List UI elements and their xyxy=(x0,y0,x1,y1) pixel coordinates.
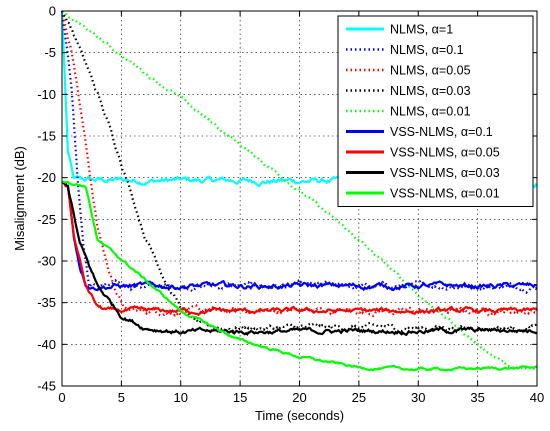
y-tick-label: -40 xyxy=(37,337,56,352)
y-tick-label: -35 xyxy=(37,295,56,310)
axis-ticks: 0 5 10 15 20 25 30 35 40 0 -5 -10 -15 -20 -25 -30 -35 -40… xyxy=(37,4,544,406)
x-tick-label: 20 xyxy=(292,390,306,405)
y-tick-label: -20 xyxy=(37,170,56,185)
x-tick-label: 15 xyxy=(233,390,247,405)
legend-entry: NLMS, α=0.05 xyxy=(390,64,471,78)
legend-box xyxy=(337,15,534,207)
x-axis-label: Time (seconds) xyxy=(255,408,344,423)
x-tick-label: 35 xyxy=(470,390,484,405)
y-tick-label: -10 xyxy=(37,87,56,102)
y-tick-label: -30 xyxy=(37,254,56,269)
y-tick-label: -15 xyxy=(37,129,56,144)
x-tick-label: 40 xyxy=(530,390,544,405)
y-tick-label: -45 xyxy=(37,379,56,394)
series-line-4 xyxy=(61,10,538,371)
legend-entry: VSS-NLMS, α=0.03 xyxy=(390,166,500,180)
y-tick-label: -5 xyxy=(44,45,56,60)
legend-entry: NLMS, α=0.03 xyxy=(390,84,471,98)
y-tick-label: -25 xyxy=(37,212,56,227)
legend-entry: VSS-NLMS, α=0.1 xyxy=(390,125,493,139)
x-tick-label: 5 xyxy=(118,390,125,405)
legend: NLMS, α=1 NLMS, α=0.1 NLMS, α=0.05 NLMS, α=… xyxy=(337,15,534,207)
legend-entry: VSS-NLMS, α=0.01 xyxy=(390,187,500,201)
x-tick-label: 10 xyxy=(174,390,188,405)
legend-entry: NLMS, α=1 xyxy=(390,23,453,37)
legend-entry: NLMS, α=0.1 xyxy=(390,43,464,57)
legend-entry: VSS-NLMS, α=0.05 xyxy=(390,146,500,160)
series-layer xyxy=(60,10,538,372)
x-tick-label: 30 xyxy=(411,390,425,405)
x-tick-label: 25 xyxy=(352,390,366,405)
legend-entry: NLMS, α=0.01 xyxy=(390,105,471,119)
series-line-6 xyxy=(61,180,538,317)
y-axis-label: Misalignment (dB) xyxy=(12,146,27,251)
series-line-7 xyxy=(61,180,538,337)
series-line-5 xyxy=(61,180,538,292)
series-line-1 xyxy=(60,10,538,295)
x-tick-label: 0 xyxy=(58,390,65,405)
y-tick-label: 0 xyxy=(49,4,56,19)
series-line-8 xyxy=(62,180,538,372)
